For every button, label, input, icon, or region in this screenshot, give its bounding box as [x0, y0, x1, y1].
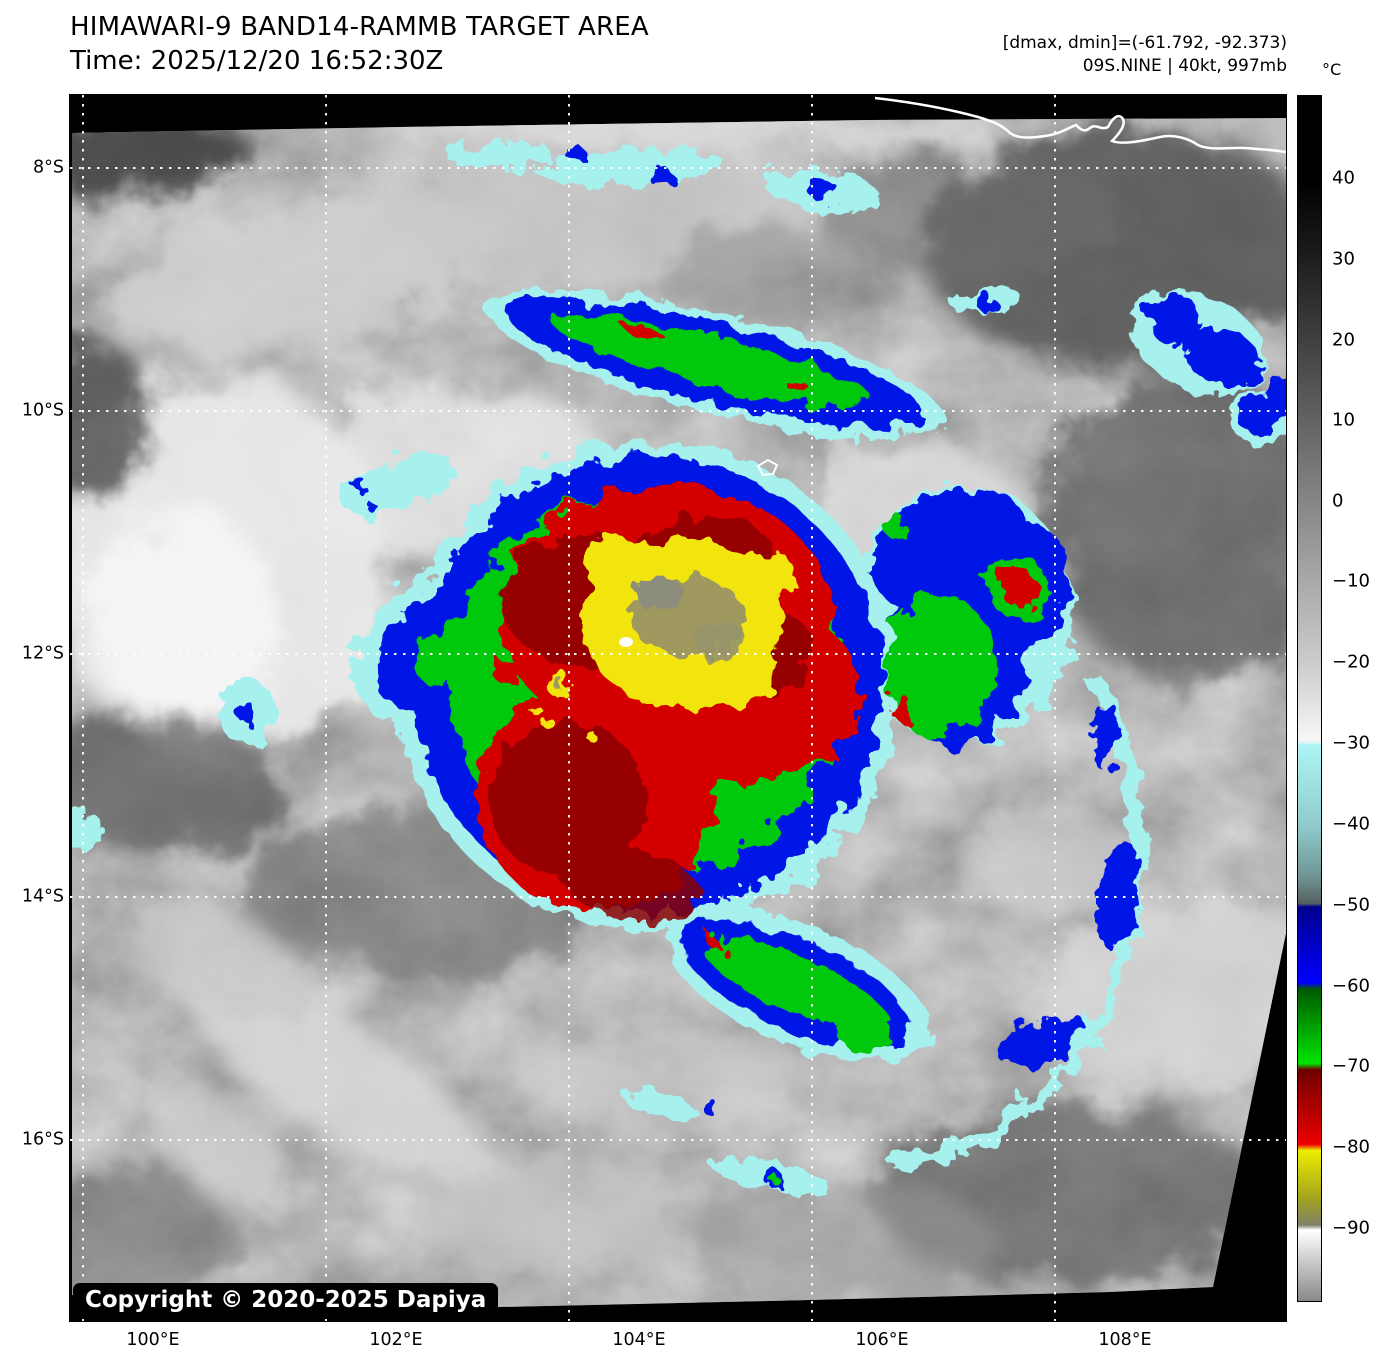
- cloud-masses: [72, 118, 1286, 1305]
- lon-tick-label: 102°E: [369, 1330, 423, 1350]
- colorbar-tick-label: 0: [1332, 490, 1344, 512]
- colorbar-tick-label: −60: [1332, 975, 1370, 997]
- lat-tick-label: 16°S: [21, 1129, 64, 1150]
- graticule: [70, 95, 1286, 1321]
- satellite-map: [69, 94, 1287, 1322]
- lat-tick-label: 14°S: [21, 886, 64, 907]
- colorbar-tick-label: 20: [1332, 329, 1355, 351]
- colorbar-tick-label: 40: [1332, 167, 1355, 189]
- lat-tick-label: 10°S: [21, 400, 64, 421]
- colorbar-tick-label: 30: [1332, 248, 1355, 270]
- lat-tick-label: 8°S: [33, 157, 64, 178]
- colorbar-unit-label: °C: [1322, 60, 1342, 79]
- lon-tick-label: 106°E: [855, 1330, 909, 1350]
- colorbar-tick-label: −80: [1332, 1136, 1370, 1158]
- lon-tick-label: 108°E: [1098, 1330, 1152, 1350]
- colorbar-tick-label: −70: [1332, 1055, 1370, 1077]
- lon-tick-label: 100°E: [126, 1330, 180, 1350]
- colorbar-tick-label: −30: [1332, 732, 1370, 754]
- colorbar-tick-label: −40: [1332, 813, 1370, 835]
- lon-tick-label: 104°E: [612, 1330, 666, 1350]
- timestamp-label: Time: 2025/12/20 16:52:30Z: [70, 46, 444, 76]
- coastline: [874, 96, 1286, 154]
- colorbar-tick-label: −50: [1332, 894, 1370, 916]
- colorbar-tick-label: 10: [1332, 409, 1355, 431]
- satellite-map-svg: [70, 95, 1286, 1321]
- coldest-pixel-dot: [619, 637, 633, 647]
- lat-tick-label: 12°S: [21, 643, 64, 664]
- colorbar-tick-label: −10: [1332, 570, 1370, 592]
- storm-metadata: [dmax, dmin]=(-61.792, -92.373) 09S.NINE…: [1003, 32, 1287, 78]
- page-title: HIMAWARI-9 BAND14-RAMMB TARGET AREA: [70, 12, 649, 42]
- colorbar: [1297, 95, 1322, 1302]
- island-outline: [756, 458, 779, 477]
- storm-core-cold-layer: [552, 577, 746, 689]
- colorbar-tick-label: −90: [1332, 1217, 1370, 1239]
- storm-id-label: 09S.NINE | 40kt, 997mb: [1082, 56, 1287, 76]
- colorbar-tick-label: −20: [1332, 651, 1370, 673]
- copyright-badge: Copyright © 2020-2025 Dapiya: [73, 1283, 499, 1317]
- dmax-dmin-label: [dmax, dmin]=(-61.792, -92.373): [1002, 33, 1287, 53]
- data-region: [72, 118, 1286, 1307]
